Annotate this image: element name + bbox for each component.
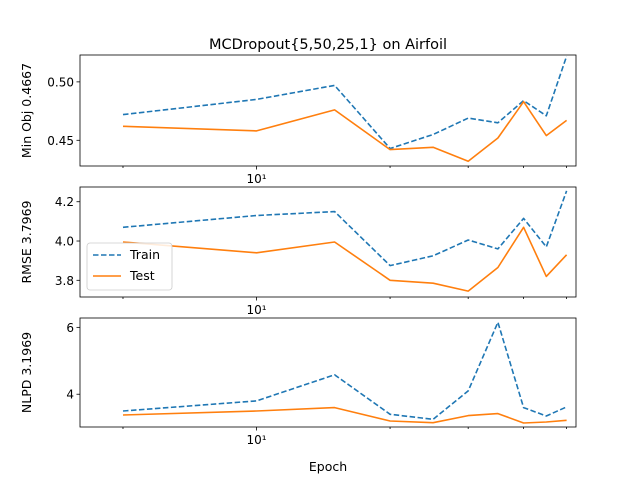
x-axis-label: Epoch [309, 459, 347, 474]
y-axis-label: RMSE 3.7969 [19, 200, 34, 283]
series-line-test [122, 100, 568, 163]
x-tick-label: 10¹ [246, 433, 266, 447]
y-tick-label: 4.2 [55, 195, 74, 209]
subplot-rmse: 10¹ 3.8 4.0 4.2 RMSE 3.7969 [19, 186, 577, 317]
y-axis-label: Min Obj 0.4667 [19, 63, 34, 158]
y-tick-label: 0.50 [47, 75, 74, 89]
axes-frame [79, 186, 577, 298]
series-line-test [122, 226, 568, 292]
y-tick-label: 4.0 [55, 235, 74, 249]
x-tick-label: 10¹ [246, 303, 266, 317]
y-axis-label: NLPD 3.1969 [19, 332, 34, 413]
series-line-train [122, 321, 567, 421]
y-tick-label: 6 [66, 321, 74, 335]
x-tick-label: 10¹ [246, 172, 266, 186]
subplot-nlpd: 10¹ 4 6 NLPD 3.1969 [19, 317, 577, 447]
series-line-test [122, 406, 567, 424]
legend: Train Test [86, 242, 173, 291]
axes-frame [79, 317, 577, 428]
series-line-train [122, 190, 568, 267]
y-tick-label: 4 [66, 388, 74, 402]
chart-title: MCDropout{5,50,25,1} on Airfoil [209, 37, 447, 53]
axes-frame [79, 54, 577, 167]
legend-test-label: Test [129, 268, 155, 283]
y-tick-label: 3.8 [55, 274, 74, 288]
y-tick-label: 0.45 [47, 134, 74, 148]
legend-train-label: Train [129, 247, 160, 262]
subplot-min-obj: 10¹ 0.45 0.50 Min Obj 0.4667 [19, 54, 577, 186]
series-line-train [122, 55, 568, 150]
legend-box [86, 242, 173, 291]
